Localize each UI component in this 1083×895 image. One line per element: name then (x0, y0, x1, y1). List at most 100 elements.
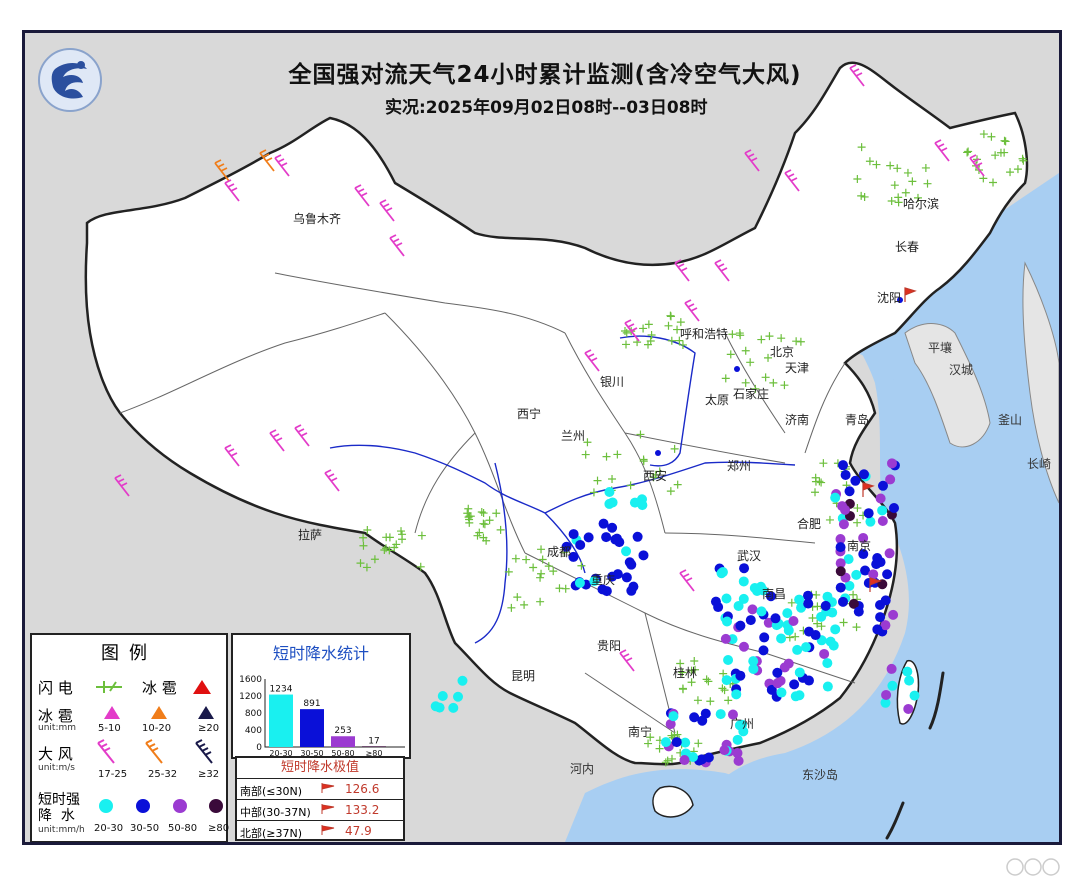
lightning-mark (622, 328, 631, 337)
rain-dot (626, 585, 637, 596)
legend-rain-range: 20-30 (94, 823, 124, 834)
wind-barb (934, 139, 950, 162)
bar-value-label: 891 (303, 699, 320, 709)
rain-dot (880, 595, 891, 606)
lightning-mark (678, 340, 687, 349)
rain-dot (448, 702, 459, 713)
lightning-mark (812, 590, 821, 599)
legend-wind-label: 大 风 (38, 745, 73, 763)
lightning-mark (622, 340, 631, 349)
lightning-mark (857, 191, 866, 200)
lightning-mark (857, 143, 866, 152)
rain-dot (819, 648, 830, 659)
rain-dot (877, 480, 888, 491)
rain-dot (789, 679, 800, 690)
lightning-mark (894, 198, 903, 207)
bar (362, 746, 386, 747)
lightning-mark (780, 381, 789, 390)
lightning-mark (529, 563, 538, 572)
legend-hail-row-label: 冰 雹 (38, 707, 73, 725)
rain-dot (877, 515, 888, 526)
wind-barb (379, 199, 395, 222)
lightning-mark (887, 197, 896, 206)
city-label: 武汉 (737, 549, 762, 563)
rain-dot (604, 487, 615, 498)
lightning-mark (504, 567, 513, 576)
rain-dot (671, 737, 682, 748)
lightning-mark (479, 509, 488, 518)
lightning-mark (537, 545, 546, 554)
rain-dot (758, 645, 769, 656)
city-label: 昆明 (511, 669, 536, 683)
rain-dot (840, 469, 851, 480)
rain-dot (880, 620, 891, 631)
lightning-mark (792, 337, 801, 346)
lightning-mark (741, 378, 750, 387)
lightning-mark (1001, 137, 1010, 146)
rain-dot (437, 691, 448, 702)
rain-dot (735, 670, 746, 681)
legend-wind-unit: unit:m/s (38, 763, 75, 773)
red-flag-marker (904, 287, 917, 302)
lightning-mark (839, 618, 848, 627)
rain-markers (430, 458, 920, 768)
rain-dot (885, 474, 896, 485)
lightning-mark (901, 188, 910, 197)
bar (331, 736, 355, 747)
cma-logo-icon (38, 48, 102, 112)
lightning-mark (872, 160, 881, 169)
rain-dot (886, 663, 897, 674)
city-label: 石家庄 (733, 387, 770, 401)
rain-dot (772, 678, 783, 689)
lightning-mark (728, 330, 737, 339)
lightning-mark (825, 515, 834, 524)
lightning-mark (544, 562, 553, 571)
nine-dash-line (885, 671, 945, 840)
rain-dot (568, 551, 579, 562)
lightning-mark (819, 459, 828, 468)
city-label: 长春 (895, 240, 920, 254)
rain-dot (621, 546, 632, 557)
rain-dot (759, 632, 770, 643)
city-label: 呼和浩特 (680, 327, 729, 341)
lightning-mark (480, 520, 489, 529)
extreme-value: 126.6 (345, 782, 380, 796)
lightning-mark (761, 373, 770, 382)
lightning-mark (663, 756, 672, 765)
wind-barb (389, 234, 405, 257)
wind-barb (324, 469, 340, 492)
lightning-mark (769, 378, 778, 387)
y-tick-label: 0 (256, 743, 262, 753)
lightning-mark (608, 474, 617, 483)
place-label: 汉城 (949, 363, 974, 377)
rain-dot (679, 755, 690, 766)
rain-dot (770, 613, 781, 624)
rain-dot (875, 612, 886, 623)
lightning-mark (849, 590, 858, 599)
rain-dot (882, 569, 893, 580)
rain-dot (850, 475, 861, 486)
rain-dot (597, 584, 608, 595)
rain-dot (902, 666, 913, 677)
lightning-mark (646, 733, 655, 742)
lightning-mark (537, 569, 546, 578)
rain-dot (703, 752, 714, 763)
rain-dot (802, 590, 813, 601)
rain-dot (738, 641, 749, 652)
wind-barb (269, 429, 285, 452)
rain-dot (739, 563, 750, 574)
lightning-mark (813, 619, 822, 628)
extreme-flags (862, 287, 917, 592)
bar (269, 694, 293, 747)
lightning-mark (923, 179, 932, 188)
lightning-mark (667, 336, 676, 345)
lightning-mark (370, 555, 379, 564)
legend-hail-label: 冰 雹 (142, 679, 177, 697)
rain-dot (801, 642, 812, 653)
rain-dot (453, 691, 464, 702)
lightning-mark (720, 686, 729, 695)
lightning-mark (644, 340, 653, 349)
lightning-mark (676, 659, 685, 668)
lightning-mark (791, 632, 800, 641)
rain-dot (575, 539, 586, 550)
